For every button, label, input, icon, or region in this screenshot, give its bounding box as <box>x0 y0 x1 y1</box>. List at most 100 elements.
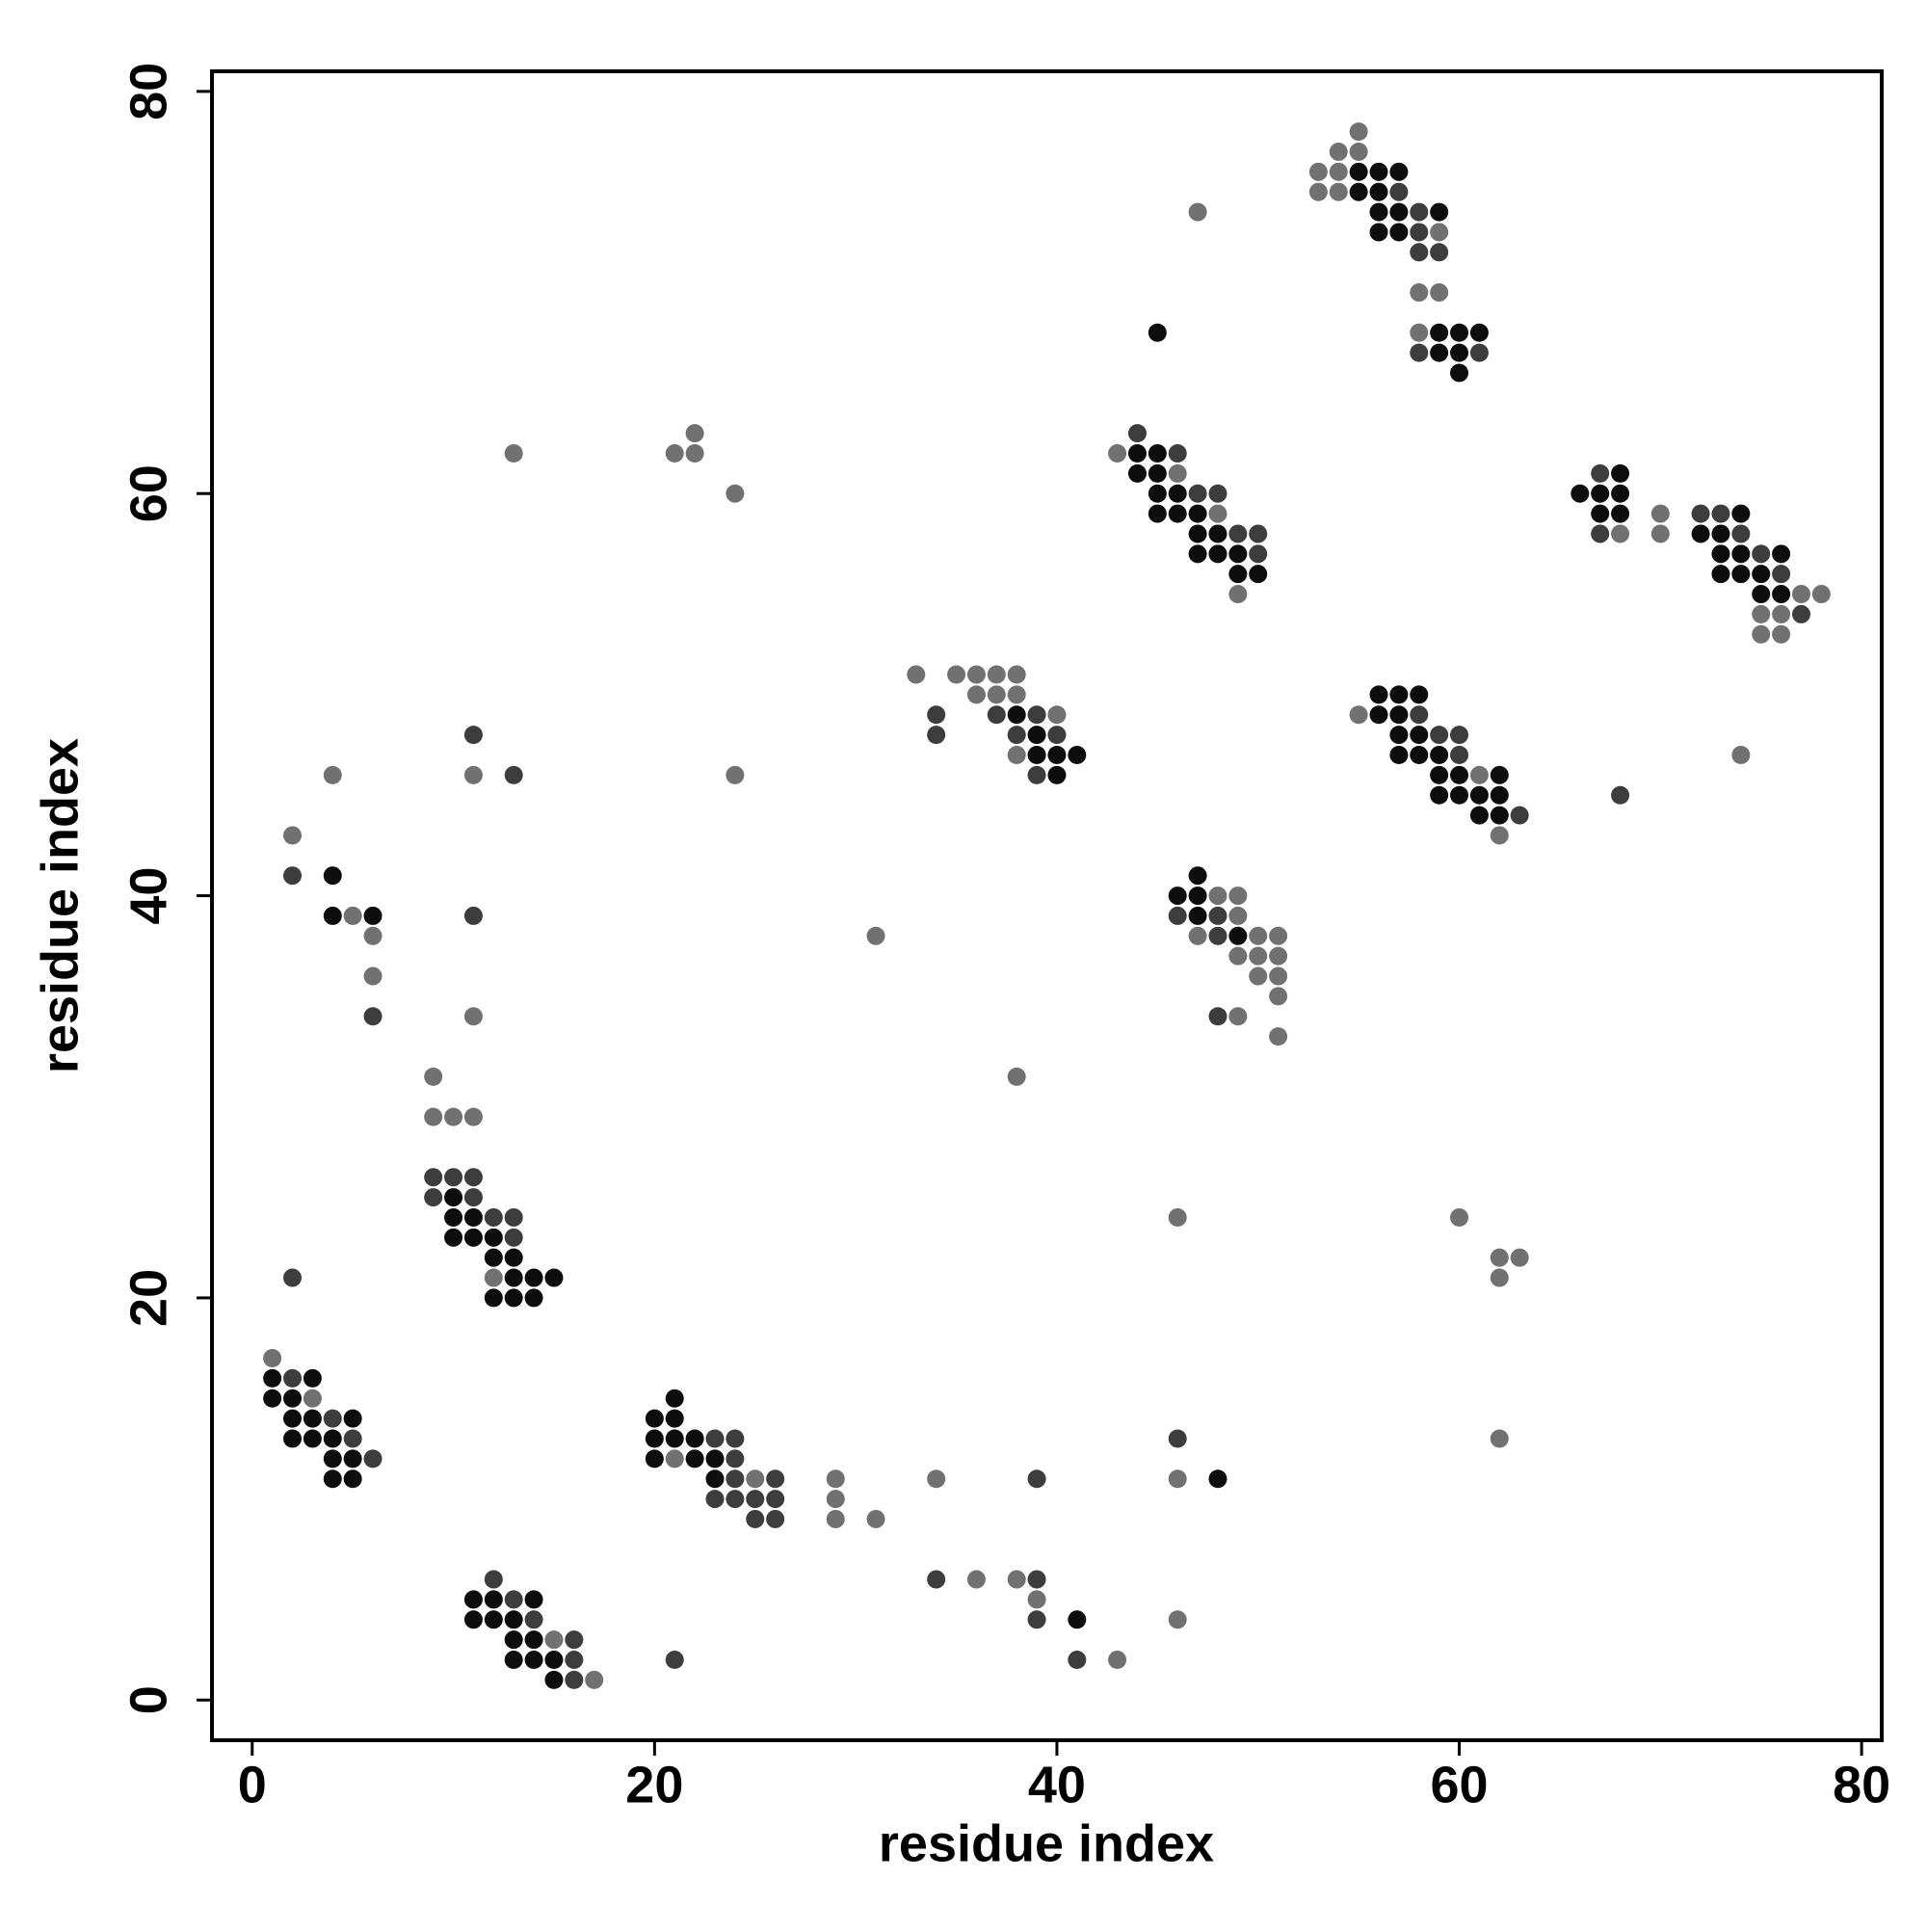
point <box>665 1409 684 1428</box>
point <box>1752 565 1771 584</box>
point <box>1369 705 1388 725</box>
point <box>1591 524 1610 543</box>
point <box>1228 926 1248 945</box>
point <box>303 1409 322 1428</box>
point <box>987 705 1006 725</box>
point <box>1430 765 1449 784</box>
point <box>544 1268 564 1287</box>
point <box>1611 484 1630 503</box>
point <box>1389 162 1409 181</box>
point <box>1168 1207 1187 1227</box>
point <box>1168 906 1187 925</box>
point <box>1450 343 1469 362</box>
point <box>766 1490 785 1509</box>
point <box>1007 685 1026 704</box>
point <box>746 1490 765 1509</box>
point <box>1369 162 1388 181</box>
point <box>1027 1469 1046 1489</box>
point <box>463 1590 483 1609</box>
point <box>1772 604 1791 623</box>
point <box>1490 806 1509 825</box>
x-tick-label: 60 <box>1430 1756 1488 1813</box>
point <box>665 1389 684 1408</box>
point <box>1450 745 1469 764</box>
point <box>1469 323 1489 342</box>
point <box>1027 1610 1046 1629</box>
point <box>1611 504 1630 523</box>
x-tick-label: 0 <box>238 1756 267 1813</box>
point <box>263 1389 282 1408</box>
point <box>1772 544 1791 564</box>
point <box>1510 806 1529 825</box>
point <box>1249 966 1268 986</box>
point <box>907 665 926 684</box>
point <box>363 906 383 925</box>
x-axis-label: residue index <box>879 1814 1214 1872</box>
point <box>1188 524 1207 543</box>
point <box>524 1590 543 1609</box>
point <box>504 443 523 463</box>
point <box>685 1429 704 1448</box>
point <box>363 1449 383 1469</box>
point <box>1650 524 1670 543</box>
point <box>866 926 885 945</box>
point <box>343 906 362 925</box>
point <box>1571 484 1590 503</box>
point <box>726 1429 745 1448</box>
point <box>1410 202 1429 222</box>
point <box>1329 162 1348 181</box>
point <box>1731 504 1751 523</box>
point <box>303 1368 322 1388</box>
point <box>1430 202 1449 222</box>
point <box>463 726 483 745</box>
point <box>463 1007 483 1026</box>
point <box>424 1188 443 1207</box>
point <box>1007 665 1026 684</box>
point <box>826 1469 845 1489</box>
point <box>1469 785 1489 805</box>
point <box>1127 443 1147 463</box>
point <box>1410 223 1429 242</box>
point <box>1591 484 1610 503</box>
point <box>484 1610 503 1629</box>
point <box>685 424 704 443</box>
point <box>1611 524 1630 543</box>
point <box>705 1490 725 1509</box>
point <box>504 1610 523 1629</box>
point <box>484 1288 503 1308</box>
point <box>283 1429 303 1448</box>
point <box>1228 565 1248 584</box>
point <box>1450 323 1469 342</box>
point <box>1469 765 1489 784</box>
point <box>1389 726 1409 745</box>
point <box>484 1228 503 1247</box>
point <box>524 1268 543 1287</box>
point <box>1450 765 1469 784</box>
point <box>645 1409 664 1428</box>
point <box>544 1651 564 1670</box>
point <box>463 765 483 784</box>
point <box>1389 685 1409 704</box>
x-tick-label: 40 <box>1028 1756 1086 1813</box>
point <box>323 866 342 886</box>
point <box>323 1409 342 1428</box>
point <box>565 1670 584 1689</box>
point <box>1349 122 1368 142</box>
point <box>1148 443 1167 463</box>
y-tick-label: 80 <box>119 63 177 120</box>
point <box>1068 1651 1087 1670</box>
point <box>866 1509 885 1528</box>
point <box>1731 745 1751 764</box>
point <box>1228 544 1248 564</box>
point <box>726 1449 745 1469</box>
point <box>303 1389 322 1408</box>
point <box>1430 726 1449 745</box>
point <box>1168 463 1187 483</box>
point <box>966 1570 986 1589</box>
point <box>1269 946 1288 966</box>
point <box>987 665 1006 684</box>
point <box>726 484 745 503</box>
point <box>1208 1469 1227 1489</box>
point <box>1047 726 1067 745</box>
